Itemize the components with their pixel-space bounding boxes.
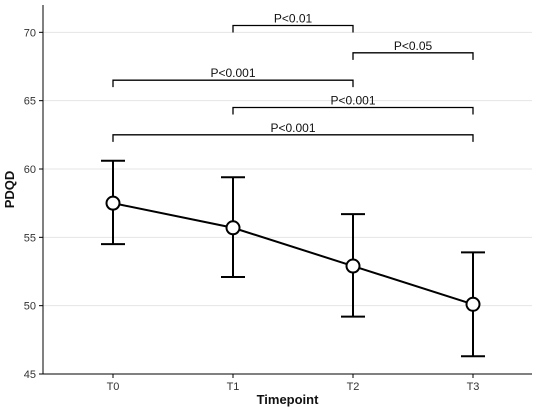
series-line (112, 202, 474, 306)
axes (42, 5, 532, 375)
y-tick-label: 70 (24, 27, 36, 39)
significance-bracket: P<0.001 (232, 94, 474, 115)
significance-bracket: P<0.001 (112, 66, 354, 88)
significance-brackets: P<0.01 P<0.05 P<0.001 P<0.001 P<0.001 (112, 12, 474, 142)
error-bars (101, 159, 485, 358)
data-point (465, 296, 481, 312)
significance-bracket: P<0.001 (112, 121, 474, 142)
significance-bracket: P<0.05 (352, 39, 474, 60)
bracket-line (232, 106, 474, 115)
x-tick-label: T0 (107, 381, 120, 393)
p-value-label: P<0.05 (394, 39, 433, 53)
y-tick-label: 55 (24, 232, 36, 244)
y-tick-label: 65 (24, 96, 36, 108)
y-tick-label: 60 (24, 164, 36, 176)
significance-bracket: P<0.01 (232, 12, 354, 33)
x-axis-title: Timepoint (257, 392, 320, 407)
y-tick-label: 50 (24, 301, 36, 313)
data-point (345, 258, 361, 274)
x-ticks: T0 T1 T2 T3 (107, 374, 480, 393)
data-point (105, 195, 121, 211)
p-value-label: P<0.001 (330, 94, 375, 108)
x-tick-label: T3 (467, 381, 480, 393)
x-tick-label: T1 (227, 381, 240, 393)
bracket-line (232, 24, 354, 33)
p-value-label: P<0.001 (270, 121, 315, 135)
y-ticks: 45 50 55 60 65 70 (24, 27, 43, 381)
bracket-line (112, 134, 474, 142)
data-point (225, 220, 241, 236)
bracket-line (352, 52, 474, 60)
data-points (105, 195, 481, 312)
x-tick-label: T2 (347, 381, 360, 393)
bracket-line (112, 79, 354, 88)
p-value-label: P<0.01 (274, 12, 313, 26)
y-tick-label: 45 (24, 369, 36, 381)
p-value-label: P<0.001 (210, 66, 255, 80)
y-axis-title: PDQD (2, 171, 17, 209)
